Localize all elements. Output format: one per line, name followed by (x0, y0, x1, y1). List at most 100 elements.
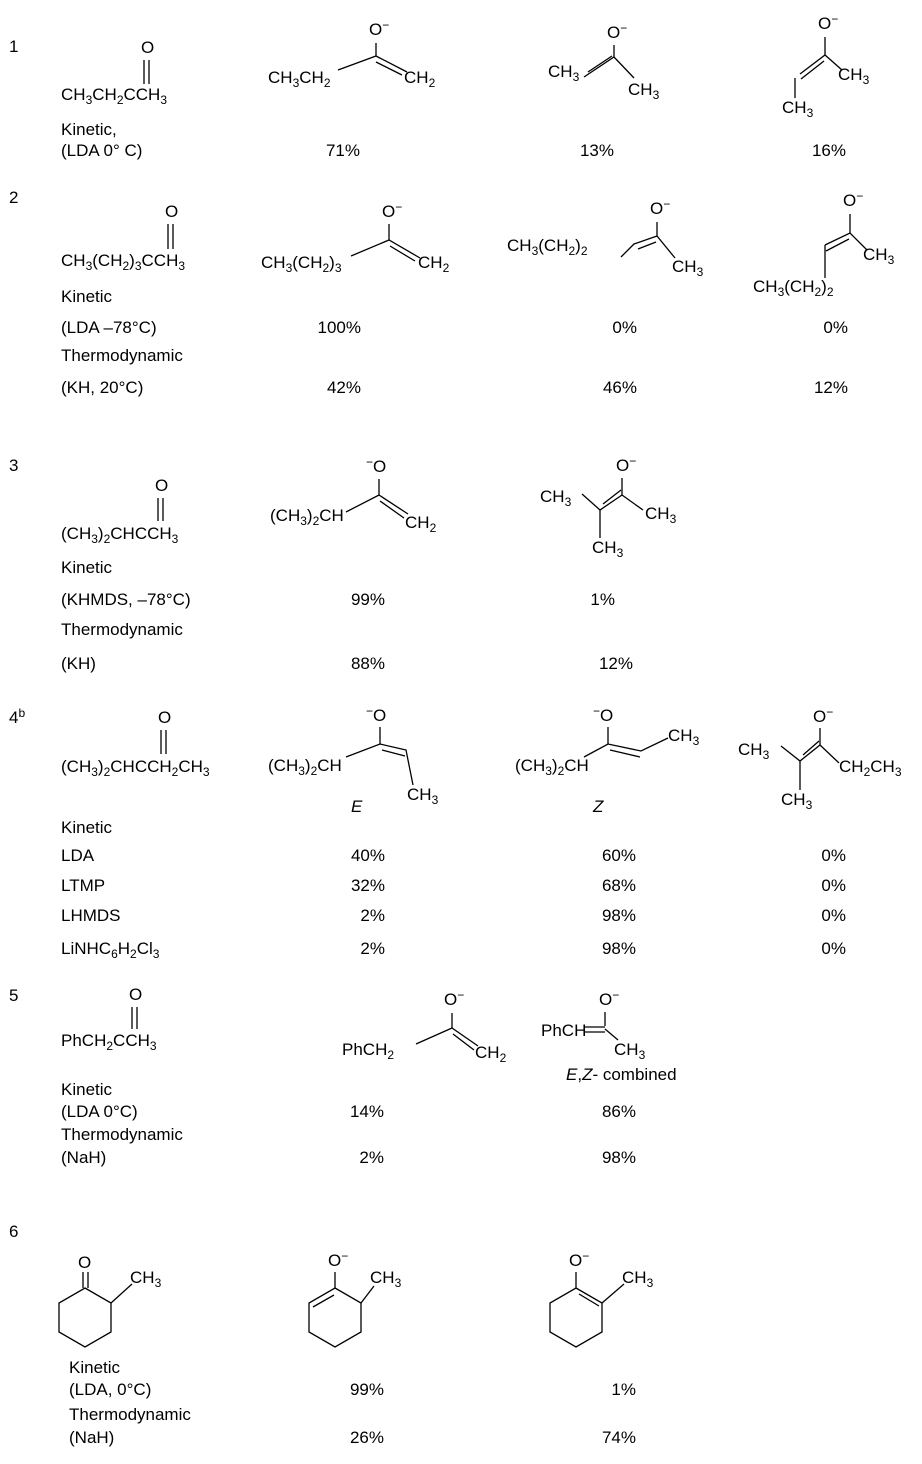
row-6-condition-2-reagent: (NaH) (69, 1428, 115, 1447)
row-5-value-1-1: 14% (349, 1102, 384, 1121)
row-2-enolate-1-substituent: CH3(CH2)3 (261, 253, 342, 275)
row-1-enolate-1-substituent: CH3CH2 (268, 68, 331, 90)
row-3-condition-1-reagent: (KHMDS, –78°C) (61, 590, 191, 609)
row-5-condition-1-label: Kinetic (61, 1080, 113, 1099)
row-6-value-2-1: 26% (349, 1428, 384, 1447)
entry-number-3: 3 (9, 456, 19, 475)
row-2-condition-2-label: Thermodynamic (61, 346, 183, 365)
ketone-2-oxygen: O (165, 202, 179, 221)
row-4-value-4-3: 0% (821, 939, 846, 958)
row-1-value-2: 13% (579, 141, 614, 160)
row-4-value-2-2: 68% (601, 876, 636, 895)
row-3-condition-2-reagent: (KH) (61, 654, 96, 673)
entry-number-1: 1 (9, 37, 19, 56)
row-3-condition-1-label: Kinetic (61, 558, 113, 577)
ketone-5-formula: PhCH2CCH3 (61, 1031, 157, 1053)
row-2-enolate-2-oxygen: O− (650, 197, 671, 218)
row-3-enolate-1-substituent: (CH3)2CH (270, 506, 344, 528)
row-2-value-1-1: 100% (317, 318, 361, 337)
row-1-value-3: 16% (811, 141, 846, 160)
row-4-reagent-2: LTMP (61, 876, 106, 895)
row-3-value-2-2: 12% (598, 654, 633, 673)
row-6-condition-1-reagent: (LDA, 0°C) (69, 1380, 152, 1399)
row-3-value-1-1: 99% (350, 590, 385, 609)
row-5-enolate-2-right: CH3 (614, 1040, 646, 1062)
row-2-enolate-2-right: CH3 (672, 257, 704, 279)
row-1-condition-reagent: (LDA 0° C) (61, 141, 143, 160)
row-2-value-2-2: 46% (602, 378, 637, 397)
row-2-condition-1-label: Kinetic (61, 287, 113, 306)
row-2-enolate-2-left: CH3(CH2)2 (507, 236, 588, 258)
row-6-enolate-1-substituent: CH3 (370, 1268, 402, 1290)
row-3-enolate-2-left: CH3 (540, 487, 572, 509)
row-5-enolate-2-left: PhCH (541, 1021, 587, 1040)
row-4-reagent-3: LHMDS (61, 906, 121, 925)
ketone-5-oxygen: O (129, 985, 143, 1004)
row-3-condition-2-label: Thermodynamic (61, 620, 183, 639)
row-5-enolate-2-note: E,Z- combined (566, 1065, 677, 1084)
row-4-value-2-3: 0% (821, 876, 846, 895)
entry-number-2: 2 (9, 188, 19, 207)
row-4-enolate-3-bottom: CH3 (781, 790, 813, 812)
row-4-enolate-2-right: CH3 (668, 726, 700, 748)
row-4-enolate-2-left: (CH3)2CH (515, 756, 589, 778)
row-2-value-1-2: 0% (612, 318, 637, 337)
row-2-value-1-3: 0% (823, 318, 848, 337)
row-4-enolate-1-left: (CH3)2CH (268, 756, 342, 778)
row-5-condition-1-reagent: (LDA 0°C) (61, 1102, 138, 1121)
row-5-condition-2-label: Thermodynamic (61, 1125, 183, 1144)
row-1-enolate-3-bottom: CH3 (782, 98, 814, 120)
row-6-condition-1-label: Kinetic (69, 1358, 121, 1377)
row-2-enolate-1-vinyl: CH2 (418, 253, 450, 275)
row-3-value-1-2: 1% (590, 590, 615, 609)
row-1-enolate-2-right: CH3 (628, 80, 660, 102)
row-5-enolate-2-oxygen: O− (599, 988, 620, 1009)
row-4-enolate-3-right: CH2CH3 (839, 757, 902, 779)
row-5-value-1-2: 86% (601, 1102, 636, 1121)
row-3-enolate-2-bottom: CH3 (592, 538, 624, 560)
row-2-enolate-1-oxygen: O− (382, 200, 403, 221)
ketone-2-formula: CH3(CH2)3CCH3 (61, 251, 186, 273)
entry-number-5: 5 (9, 986, 19, 1005)
row-3-enolate-1-vinyl: CH2 (405, 513, 437, 535)
ketone-4-oxygen: O (158, 708, 172, 727)
row-4-value-4-2: 98% (601, 939, 636, 958)
row-4-value-1-3: 0% (821, 846, 846, 865)
row-6-value-1-1: 99% (349, 1380, 384, 1399)
row-1-enolate-1-oxygen: O− (369, 18, 390, 39)
row-4-value-2-1: 32% (350, 876, 385, 895)
row-1-enolate-2-left: CH3 (548, 62, 580, 84)
row-4-value-3-1: 2% (360, 906, 385, 925)
row-5-enolate-1-vinyl: CH2 (475, 1043, 507, 1065)
row-6-value-1-2: 1% (611, 1380, 636, 1399)
ketone-4-formula: (CH3)2CHCCH2CH3 (61, 757, 210, 779)
row-1-value-1: 71% (325, 141, 360, 160)
row-5-value-2-2: 98% (601, 1148, 636, 1167)
ketone-6-substituent: CH3 (130, 1268, 162, 1290)
row-1-enolate-3-right: CH3 (838, 65, 870, 87)
ketone-3-oxygen: O (155, 476, 169, 495)
row-6-enolate-1-oxygen: O− (328, 1249, 349, 1270)
row-6-condition-2-label: Thermodynamic (69, 1405, 191, 1424)
row-4-value-4-1: 2% (360, 939, 385, 958)
row-1-enolate-2-oxygen: O− (607, 21, 628, 42)
row-4-enolate-2-isomer: Z (593, 797, 604, 816)
entry-number-4: 4b (9, 706, 26, 727)
row-5-condition-2-reagent: (NaH) (61, 1148, 107, 1167)
row-4-header: Kinetic (61, 818, 113, 837)
row-2-enolate-3-oxygen: O− (843, 189, 864, 210)
row-6-enolate-2-substituent: CH3 (622, 1268, 654, 1290)
row-4-enolate-3-oxygen: O− (813, 705, 834, 726)
row-1-enolate-1-vinyl: CH2 (404, 68, 436, 90)
row-3-value-2-1: 88% (350, 654, 385, 673)
row-1-condition-label: Kinetic, (61, 120, 117, 139)
row-4-reagent-4: LiNHC6H2Cl3 (61, 939, 160, 961)
row-2-value-2-1: 42% (326, 378, 361, 397)
row-6-value-2-2: 74% (601, 1428, 636, 1447)
row-2-enolate-3-bottom: CH3(CH2)2 (753, 277, 834, 299)
